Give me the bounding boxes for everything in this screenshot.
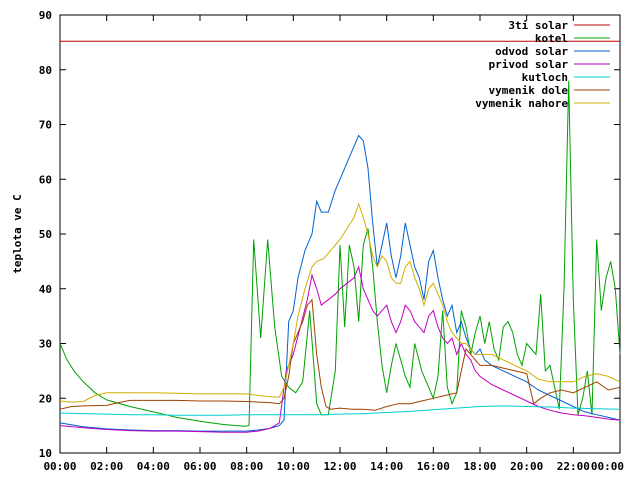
series-line	[59, 134, 621, 432]
x-tick-label: 00:00	[591, 460, 624, 473]
x-tick-label: 16:00	[417, 460, 450, 473]
y-tick-label: 90	[39, 9, 52, 22]
x-tick-label: 12:00	[323, 460, 356, 473]
x-tick-label: 14:00	[370, 460, 403, 473]
legend-entry-label: kotel	[535, 32, 568, 45]
x-tick-label: 08:00	[230, 460, 263, 473]
x-tick-label: 20:00	[510, 460, 543, 473]
x-tick-label: 02:00	[90, 460, 123, 473]
series-line	[59, 202, 621, 403]
y-tick-label: 80	[39, 64, 52, 77]
series-line	[59, 265, 621, 433]
x-tick-label: 06:00	[183, 460, 216, 473]
legend-entry-label: privod solar	[489, 58, 569, 71]
legend-entry-label: vymenik dole	[489, 84, 569, 97]
x-tick-label: 00:00	[43, 460, 76, 473]
x-tick-label: 10:00	[277, 460, 310, 473]
x-axis: 00:00 02:00 04:00 06:00 08:00 10:00 12:00 14:00…	[43, 15, 624, 473]
series-line	[59, 405, 621, 416]
x-tick-label: 22:00	[557, 460, 590, 473]
y-tick-label: 10	[39, 447, 52, 460]
series-group	[59, 40, 621, 433]
legend-entry-label: kutloch	[522, 71, 568, 84]
y-axis: 10 20 30 40 50 60 70 80 90	[39, 9, 620, 460]
series-line	[59, 298, 621, 411]
series-line	[59, 80, 621, 427]
y-tick-label: 50	[39, 228, 52, 241]
x-tick-label: 18:00	[463, 460, 496, 473]
y-tick-label: 70	[39, 119, 52, 132]
y-tick-label: 30	[39, 338, 52, 351]
x-tick-label: 04:00	[137, 460, 170, 473]
legend-entry-label: vymenik nahore	[475, 97, 568, 110]
legend-entry-label: 3ti solar	[508, 19, 568, 32]
legend-entry-label: odvod solar	[495, 45, 568, 58]
y-tick-label: 20	[39, 392, 52, 405]
y-axis-label: teplota ve C	[11, 194, 24, 273]
y-tick-label: 40	[39, 283, 52, 296]
y-tick-label: 60	[39, 173, 52, 186]
